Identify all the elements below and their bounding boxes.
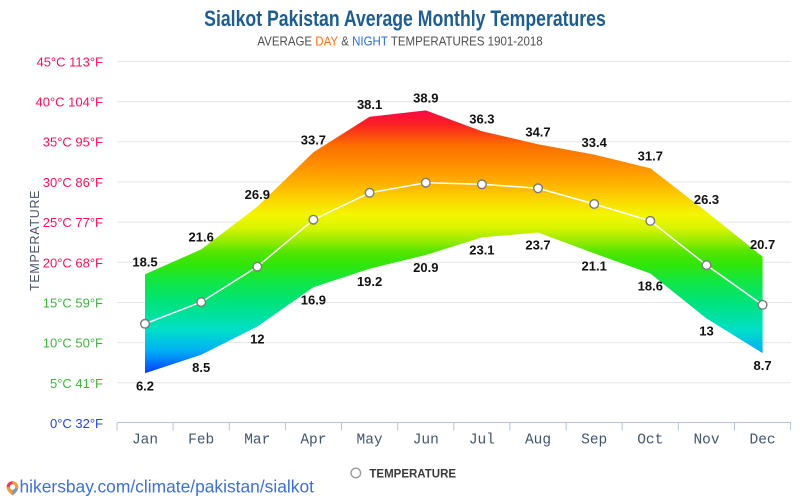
svg-text:38.1: 38.1 <box>357 97 382 112</box>
svg-text:31.7: 31.7 <box>638 149 663 164</box>
svg-text:40°C 104°F: 40°C 104°F <box>36 95 104 110</box>
svg-text:6.2: 6.2 <box>136 378 154 393</box>
svg-text:23.1: 23.1 <box>469 243 494 258</box>
svg-text:26.9: 26.9 <box>245 187 270 202</box>
svg-text:Feb: Feb <box>188 433 214 449</box>
svg-text:10°C 50°F: 10°C 50°F <box>43 336 103 351</box>
svg-text:25°C 77°F: 25°C 77°F <box>43 215 103 230</box>
svg-text:0°C 32°F: 0°C 32°F <box>50 416 103 431</box>
svg-text:30°C 86°F: 30°C 86°F <box>43 175 103 190</box>
svg-text:AVERAGE DAY & NIGHT TEMPERATUR: AVERAGE DAY & NIGHT TEMPERATURES 1901-20… <box>257 34 543 49</box>
svg-text:Oct: Oct <box>637 433 663 449</box>
svg-text:20.9: 20.9 <box>413 260 438 275</box>
svg-text:20.7: 20.7 <box>750 237 775 252</box>
svg-text:18.6: 18.6 <box>638 279 663 294</box>
svg-text:5°C 41°F: 5°C 41°F <box>50 376 103 391</box>
svg-text:15°C 59°F: 15°C 59°F <box>43 296 103 311</box>
svg-text:8.7: 8.7 <box>754 358 772 373</box>
svg-text:12: 12 <box>250 332 264 347</box>
svg-text:8.5: 8.5 <box>192 360 210 375</box>
svg-text:23.7: 23.7 <box>525 238 550 253</box>
svg-text:Jul: Jul <box>469 433 495 449</box>
svg-text:TEMPERATURE: TEMPERATURE <box>369 468 456 480</box>
svg-text:TEMPERATURE: TEMPERATURE <box>28 190 42 291</box>
svg-text:Dec: Dec <box>750 433 776 449</box>
svg-text:33.7: 33.7 <box>301 133 326 148</box>
svg-text:45°C 113°F: 45°C 113°F <box>36 54 103 69</box>
svg-text:35°C 95°F: 35°C 95°F <box>43 135 103 150</box>
svg-text:16.9: 16.9 <box>301 292 326 307</box>
svg-text:18.5: 18.5 <box>132 255 157 270</box>
svg-text:Jan: Jan <box>132 433 158 449</box>
svg-text:33.4: 33.4 <box>582 135 608 150</box>
svg-text:Jun: Jun <box>413 433 439 449</box>
svg-text:hikersbay.com/climate/pakistan: hikersbay.com/climate/pakistan/sialkot <box>20 477 315 497</box>
svg-text:Nov: Nov <box>693 433 719 449</box>
svg-text:36.3: 36.3 <box>469 112 494 127</box>
svg-text:Sialkot Pakistan Average Month: Sialkot Pakistan Average Monthly Tempera… <box>204 7 606 31</box>
svg-text:21.1: 21.1 <box>582 259 607 274</box>
svg-text:Apr: Apr <box>300 433 326 449</box>
svg-text:21.6: 21.6 <box>189 230 214 245</box>
svg-text:20°C 68°F: 20°C 68°F <box>43 255 103 270</box>
svg-text:26.3: 26.3 <box>694 192 719 207</box>
svg-text:Aug: Aug <box>525 433 551 449</box>
svg-text:Sep: Sep <box>581 433 607 449</box>
svg-text:13: 13 <box>699 324 713 339</box>
svg-text:19.2: 19.2 <box>357 274 382 289</box>
svg-text:May: May <box>357 433 383 449</box>
svg-text:38.9: 38.9 <box>413 91 438 106</box>
svg-text:Mar: Mar <box>244 433 270 449</box>
svg-text:34.7: 34.7 <box>525 125 550 140</box>
